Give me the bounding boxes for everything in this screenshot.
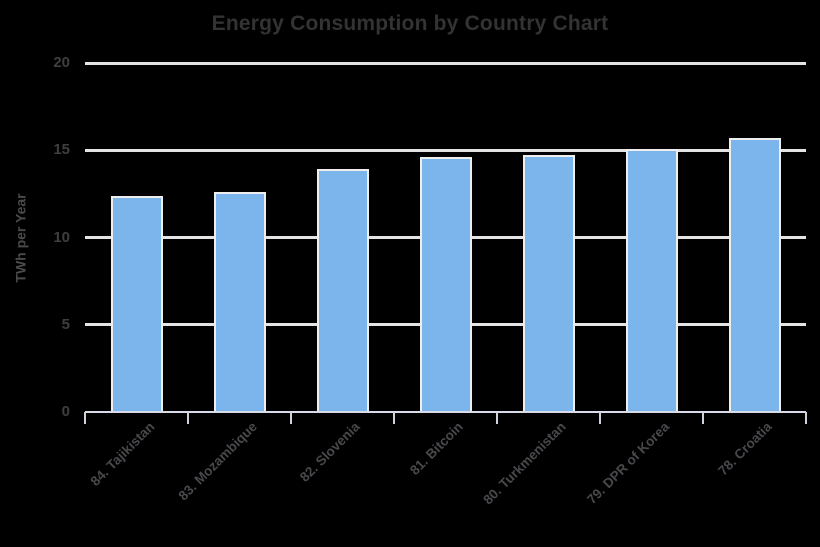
- x-axis-line: [85, 411, 806, 413]
- chart-title: Energy Consumption by Country Chart: [211, 12, 609, 35]
- y-tick-label: 15: [53, 141, 70, 159]
- x-tick-label: 79. DPR of Korea: [584, 419, 673, 508]
- bar-80-turkmenistan[interactable]: [522, 155, 575, 413]
- bar-79-dpr-of-korea[interactable]: [625, 148, 678, 413]
- x-axis-tick: [187, 412, 189, 424]
- bar-81-bitcoin[interactable]: [419, 157, 472, 413]
- gridline: [85, 61, 806, 65]
- x-axis-tick: [84, 412, 86, 424]
- x-tick-label: 84. Tajikistan: [87, 419, 158, 489]
- x-axis-tick: [393, 412, 395, 424]
- gridline: [85, 148, 806, 152]
- x-tick-label: 81. Bitcoin: [407, 419, 467, 478]
- bar-83-mozambique[interactable]: [213, 192, 266, 413]
- x-tick-label: 83. Mozambique: [175, 419, 261, 504]
- x-axis-tick: [290, 412, 292, 424]
- x-axis-tick: [805, 412, 807, 424]
- x-tick-label: 82. Slovenia: [297, 419, 364, 485]
- x-axis-tick: [702, 412, 704, 424]
- x-tick-label: 80. Turkmenistan: [480, 419, 570, 508]
- x-tick-label: 78. Croatia: [715, 419, 776, 479]
- x-axis-tick: [496, 412, 498, 424]
- y-tick-label: 5: [61, 315, 70, 333]
- y-tick-label: 10: [53, 228, 70, 246]
- bar-84-tajikistan[interactable]: [110, 195, 163, 413]
- y-tick-label: 0: [61, 403, 70, 420]
- y-axis-title-label: TWh per Year: [13, 192, 29, 283]
- y-axis-title: TWh per Year: [10, 63, 32, 412]
- y-tick-label: 20: [53, 54, 70, 71]
- x-axis-tick: [599, 412, 601, 424]
- bar-78-croatia[interactable]: [728, 138, 781, 413]
- bar-82-slovenia[interactable]: [316, 169, 369, 413]
